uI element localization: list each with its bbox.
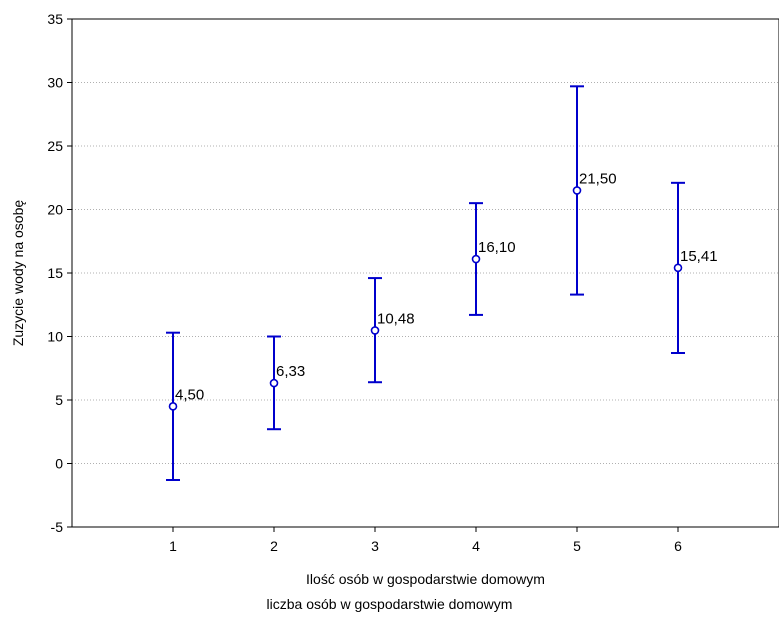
- y-axis-label: Zuzycie wody na osobę: [10, 200, 26, 347]
- y-tick-label: 30: [47, 75, 63, 91]
- data-point: [168, 402, 178, 411]
- data-label: 15,41: [680, 248, 718, 265]
- x-tick-label: 4: [472, 538, 480, 554]
- x-tick-label: 6: [674, 538, 682, 554]
- data-point: [572, 186, 582, 195]
- x-tick-label: 1: [169, 538, 177, 554]
- y-tick-label: 15: [47, 265, 63, 281]
- y-tick-label: 10: [47, 329, 63, 345]
- data-label: 21,50: [579, 170, 617, 187]
- footer-label: liczba osób w gospodarstwie domowym: [266, 596, 513, 612]
- x-axis-label: Ilość osób w gospodarstwie domowym: [306, 571, 545, 587]
- data-point: [673, 263, 683, 273]
- y-tick-label: 25: [47, 138, 63, 154]
- y-tick-label: 35: [47, 11, 63, 27]
- y-tick-label: 0: [55, 456, 63, 472]
- data-point: [471, 254, 481, 264]
- x-tick-label: 2: [270, 538, 278, 554]
- data-label: 6,33: [276, 363, 305, 380]
- data-label: 4,50: [175, 386, 204, 403]
- x-tick-label: 5: [573, 538, 581, 554]
- data-label: 10,48: [377, 310, 415, 327]
- y-tick-label: 5: [55, 392, 63, 408]
- y-tick-label: 20: [47, 202, 63, 218]
- x-tick-label: 3: [371, 538, 379, 554]
- data-point: [370, 326, 380, 335]
- data-point: [269, 378, 279, 388]
- y-tick-label: -5: [51, 519, 64, 535]
- data-label: 16,10: [478, 239, 516, 256]
